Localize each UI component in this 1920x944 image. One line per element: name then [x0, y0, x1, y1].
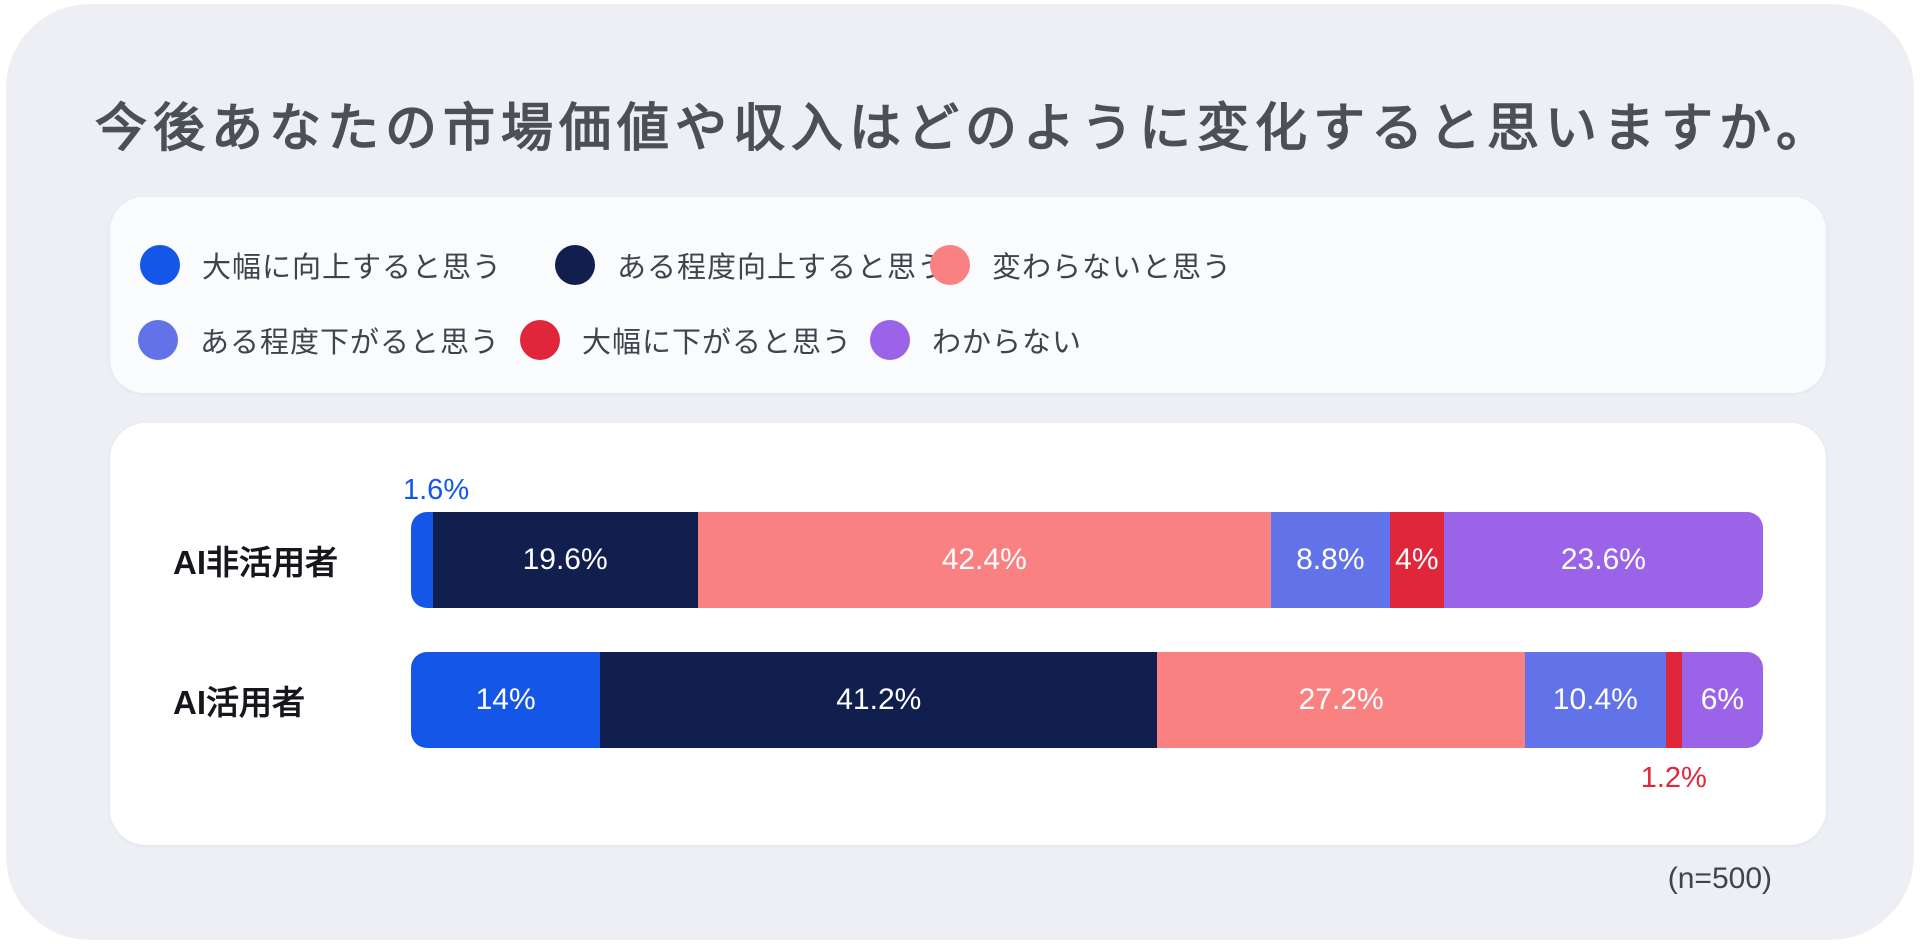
bar-segment-value: 41.2%: [836, 683, 922, 716]
bar-segment-value: 27.2%: [1298, 683, 1384, 716]
category-label: AI活用者: [173, 684, 305, 721]
bar-segment: [1665, 652, 1682, 748]
bar-segment-value: 10.4%: [1552, 683, 1638, 716]
bar-row-ai-users: AI活用者 14% 41.2% 27.2% 10.4% 6% 1.2%: [110, 652, 1826, 794]
bar-segment-value: 42.4%: [941, 543, 1027, 576]
bar-segment: 23.6%: [1443, 512, 1763, 608]
bar-outside-value: 1.6%: [403, 474, 470, 506]
bar-segment: 41.2%: [600, 652, 1158, 748]
bar-segment: 42.4%: [697, 512, 1271, 608]
legend-label: 大幅に向上すると思う: [202, 252, 503, 284]
legend-color-dot-icon: [520, 320, 560, 360]
legend-color-dot-icon: [140, 245, 180, 285]
legend-item: 変わらないと思う: [930, 245, 1232, 285]
bar-segment-value: 8.8%: [1296, 543, 1365, 576]
legend-color-dot-icon: [555, 245, 595, 285]
bar-segment-value: 6%: [1700, 683, 1745, 716]
page-title: 今後あなたの市場価値や収入はどのように変化すると思いますか。: [95, 100, 1834, 158]
bar-segment-value: 14%: [475, 683, 536, 716]
bar-segment-value: 19.6%: [522, 543, 608, 576]
bar-segment: 4%: [1389, 512, 1444, 608]
bar-segment-value: 4%: [1395, 543, 1439, 576]
bar-segment: 27.2%: [1157, 652, 1526, 748]
legend-item: わからない: [870, 320, 1082, 360]
legend-item: ある程度下がると思う: [138, 320, 500, 360]
stacked-bar: 19.6% 42.4% 8.8% 4% 23.6%: [411, 512, 1763, 608]
legend-card: 大幅に向上すると思う ある程度向上すると思う 変わらないと思う ある程度下がると…: [110, 197, 1826, 393]
bar-segment: 14%: [411, 652, 601, 748]
bar-segment: 19.6%: [432, 512, 698, 608]
chart-card: AI非活用者 19.6% 42.4% 8.8% 4% 23.6% 1.6% AI活用者 …: [110, 423, 1826, 845]
legend-item: 大幅に下がると思う: [520, 320, 852, 360]
legend-label: 大幅に下がると思う: [582, 327, 853, 359]
legend-label: 変わらないと思う: [992, 252, 1233, 284]
bar-segment: 6%: [1681, 652, 1763, 748]
bar-segment: 8.8%: [1270, 512, 1390, 608]
bar-outside-value: 1.2%: [1640, 762, 1707, 794]
legend-item: 大幅に向上すると思う: [140, 245, 502, 285]
legend-color-dot-icon: [870, 320, 910, 360]
stacked-bar: 14% 41.2% 27.2% 10.4% 6%: [411, 652, 1763, 748]
legend-label: ある程度下がると思う: [200, 327, 501, 359]
bar-track-wrap: 14% 41.2% 27.2% 10.4% 6% 1.2%: [411, 652, 1763, 794]
bar-segment: 10.4%: [1525, 652, 1666, 748]
legend-color-dot-icon: [930, 245, 970, 285]
legend-color-dot-icon: [138, 320, 178, 360]
legend-label: わからない: [932, 327, 1083, 359]
bar-segment-value: 23.6%: [1560, 543, 1646, 576]
sample-size-note: (n=500): [1667, 862, 1772, 895]
bar-segment: [411, 512, 433, 608]
legend-label: ある程度向上すると思う: [617, 252, 948, 284]
bar-row-ai-non-users: AI非活用者 19.6% 42.4% 8.8% 4% 23.6% 1.6%: [110, 474, 1826, 608]
category-label: AI非活用者: [173, 544, 338, 581]
bar-track-wrap: 19.6% 42.4% 8.8% 4% 23.6% 1.6%: [403, 474, 1763, 608]
legend-item: ある程度向上すると思う: [555, 245, 947, 285]
